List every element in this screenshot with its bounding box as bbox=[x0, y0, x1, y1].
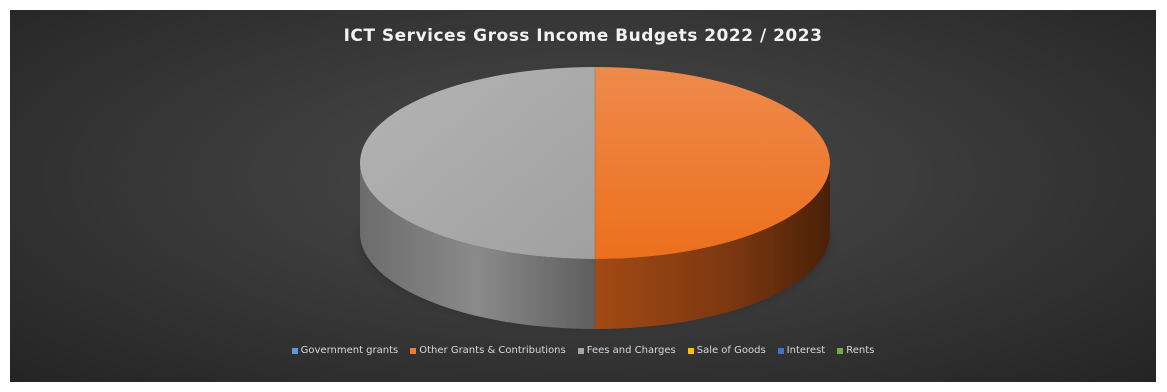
legend-item: Other Grants & Contributions bbox=[410, 345, 566, 356]
legend-swatch bbox=[777, 347, 784, 354]
pie-chart bbox=[360, 67, 830, 329]
legend-swatch bbox=[577, 347, 584, 354]
chart-area: ICT Services Gross Income Budgets 2022 /… bbox=[10, 10, 1156, 382]
legend-item: Fees and Charges bbox=[577, 345, 676, 356]
chart-title: ICT Services Gross Income Budgets 2022 /… bbox=[343, 26, 823, 46]
pie-slice bbox=[360, 67, 595, 259]
legend-swatch bbox=[687, 347, 694, 354]
legend-item: Rents bbox=[837, 345, 874, 356]
legend-label: Rents bbox=[846, 345, 875, 356]
legend-label: Sale of Goods bbox=[696, 345, 766, 356]
legend-item: Interest bbox=[777, 345, 826, 356]
legend-label: Fees and Charges bbox=[586, 345, 676, 356]
pie-slice-side bbox=[360, 163, 595, 329]
legend-item: Sale of Goods bbox=[687, 345, 766, 356]
legend-item: Government grants bbox=[291, 345, 399, 356]
legend-label: Other Grants & Contributions bbox=[419, 345, 566, 356]
pie-slice-side bbox=[595, 163, 830, 329]
legend-swatch bbox=[410, 347, 417, 354]
legend-label: Government grants bbox=[300, 345, 399, 356]
pie-slice bbox=[595, 67, 830, 259]
legend-swatch bbox=[291, 347, 298, 354]
legend: Government grants Other Grants & Contribu… bbox=[10, 345, 1156, 356]
legend-swatch bbox=[837, 347, 844, 354]
legend-label: Interest bbox=[786, 345, 826, 356]
